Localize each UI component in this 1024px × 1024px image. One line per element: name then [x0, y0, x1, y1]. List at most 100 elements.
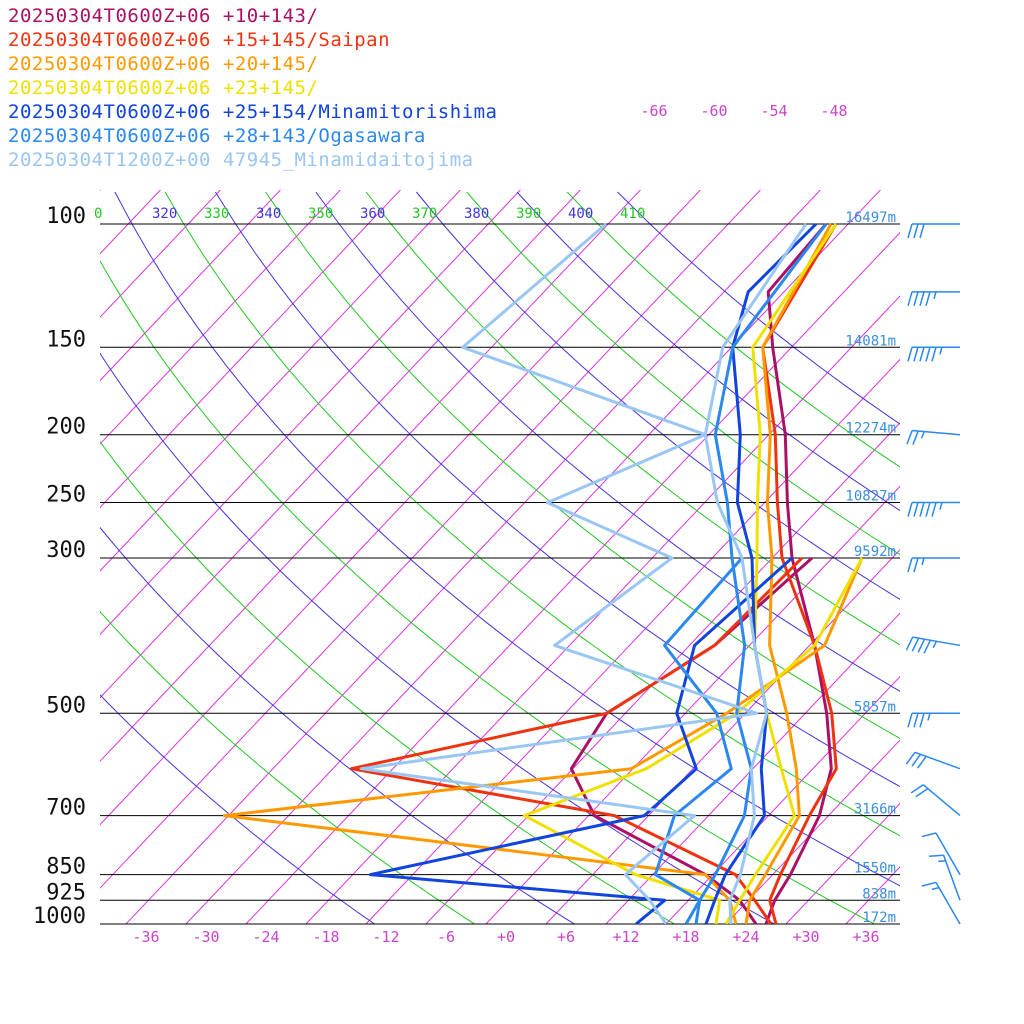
wind-barb-flag — [907, 347, 913, 362]
wind-barb-flag — [925, 502, 931, 517]
pressure-tick-label: 150 — [46, 327, 86, 352]
wind-barb — [907, 223, 960, 239]
dry-adiabat-line — [516, 191, 900, 512]
wind-barb — [907, 501, 960, 517]
wind-barb-flag — [931, 502, 937, 517]
dewpoint-profile-line — [522, 557, 864, 924]
isotherm-line — [100, 190, 462, 572]
dry-adiabat-line — [315, 191, 900, 692]
temperature-tick-label: -36 — [132, 928, 159, 946]
height-label: 3166m — [854, 802, 896, 818]
theta-tick-label: 350 — [308, 206, 333, 222]
wind-barb-flag — [917, 638, 926, 653]
isotherm-line — [100, 190, 642, 762]
wind-barb-flag — [910, 784, 924, 794]
isotherm-line — [100, 190, 342, 445]
wind-barbs — [905, 223, 961, 925]
wind-barb-flag — [925, 291, 931, 307]
theta-tick-label: 380 — [464, 206, 489, 222]
upper-temperature-tick-label: -54 — [760, 102, 787, 120]
dry-adiabat-line — [100, 610, 475, 924]
wind-barb-flag — [915, 787, 929, 798]
pressure-tick-label: 300 — [46, 538, 86, 563]
dewpoint-profile-line — [368, 556, 794, 924]
isotherm-line — [100, 190, 702, 826]
wind-barb — [907, 557, 960, 573]
height-label: 838m — [862, 886, 896, 902]
theta-tick-label: 0 — [94, 206, 102, 222]
theta-tick-label: 360 — [360, 206, 385, 222]
wind-barb-flag — [925, 347, 931, 362]
dry-adiabat-line — [100, 526, 575, 924]
wind-barb-flag — [921, 881, 937, 887]
wind-barb-flag — [907, 291, 913, 307]
isotherm-line — [605, 612, 900, 924]
temperature-tick-label: -12 — [372, 928, 399, 946]
wind-barb-flag — [919, 347, 925, 362]
pressure-tick-label: 925 — [46, 880, 86, 905]
wind-barb-flag — [919, 223, 925, 239]
pressure-tick-label: 200 — [46, 415, 86, 440]
height-label: 1550m — [854, 861, 896, 877]
wind-barb-flag — [905, 636, 914, 651]
theta-tick-label: 330 — [204, 206, 229, 222]
temperature-tick-label: -30 — [192, 928, 219, 946]
wind-barb-staff — [922, 784, 961, 817]
pressure-tick-label: 100 — [46, 204, 86, 229]
dry-adiabat-line — [164, 191, 900, 837]
height-label: 14081m — [845, 333, 896, 349]
isotherm-line — [485, 485, 900, 924]
isotherm-line — [545, 549, 900, 924]
wind-barb-flag — [919, 713, 925, 728]
wind-barb — [905, 751, 961, 770]
wind-barb — [910, 784, 961, 817]
wind-barb-flag — [907, 502, 913, 517]
height-label: 10827m — [845, 489, 896, 505]
isotherm-line — [100, 190, 582, 699]
wind-barb-flag — [911, 753, 922, 767]
sounding-profiles — [222, 222, 864, 924]
isotherm-line — [100, 190, 402, 509]
temperature-tick-label: +18 — [672, 928, 699, 946]
wind-barb-flag — [907, 557, 913, 573]
height-label: 16497m — [845, 210, 896, 226]
isotherm-line — [365, 358, 900, 924]
wind-barb-half-flag — [920, 431, 925, 439]
wind-barb-flag — [917, 755, 927, 769]
wind-barb-half-flag — [931, 886, 940, 891]
wind-barb-half-flag — [939, 502, 943, 510]
upper-temperature-tick-label: -48 — [820, 102, 847, 120]
dry-adiabat-line — [100, 694, 375, 924]
wind-barb-flag — [921, 832, 937, 838]
upper-temperature-tick-label: -60 — [700, 102, 727, 120]
wind-barb-flag — [913, 557, 919, 573]
height-label: 5857m — [854, 699, 896, 715]
theta-tick-label: 390 — [516, 206, 541, 222]
dry-adiabat-line — [114, 191, 900, 887]
legend-entry-4: 20250304T0600Z+06 +23+145/ — [8, 77, 319, 99]
temperature-profile-line — [694, 223, 828, 924]
isotherm-line — [966, 184, 1024, 924]
isotherm-lines — [100, 184, 1024, 924]
upper-temperature-tick-label: -66 — [640, 102, 667, 120]
height-label: 172m — [862, 910, 896, 926]
pressure-tick-label: 1000 — [33, 904, 86, 929]
wind-barb-flag — [919, 502, 925, 517]
temperature-profile-line — [761, 223, 838, 924]
temperature-tick-label: +0 — [497, 928, 515, 946]
wind-barb-flag — [923, 639, 932, 654]
legend-entry-3: 20250304T0600Z+06 +20+145/ — [8, 53, 319, 75]
wind-barb-staff — [935, 882, 961, 925]
wind-barb-flag — [913, 347, 919, 362]
wind-barb — [907, 712, 960, 728]
wind-barb-flag — [905, 751, 916, 765]
isotherm-line — [425, 422, 900, 924]
wind-barb-flag — [906, 430, 913, 445]
wind-barb-flag — [912, 430, 919, 445]
height-label: 9592m — [854, 544, 896, 560]
temperature-tick-label: -18 — [312, 928, 339, 946]
dry-adiabat-line — [265, 191, 900, 740]
wind-barb-half-flag — [921, 557, 925, 566]
